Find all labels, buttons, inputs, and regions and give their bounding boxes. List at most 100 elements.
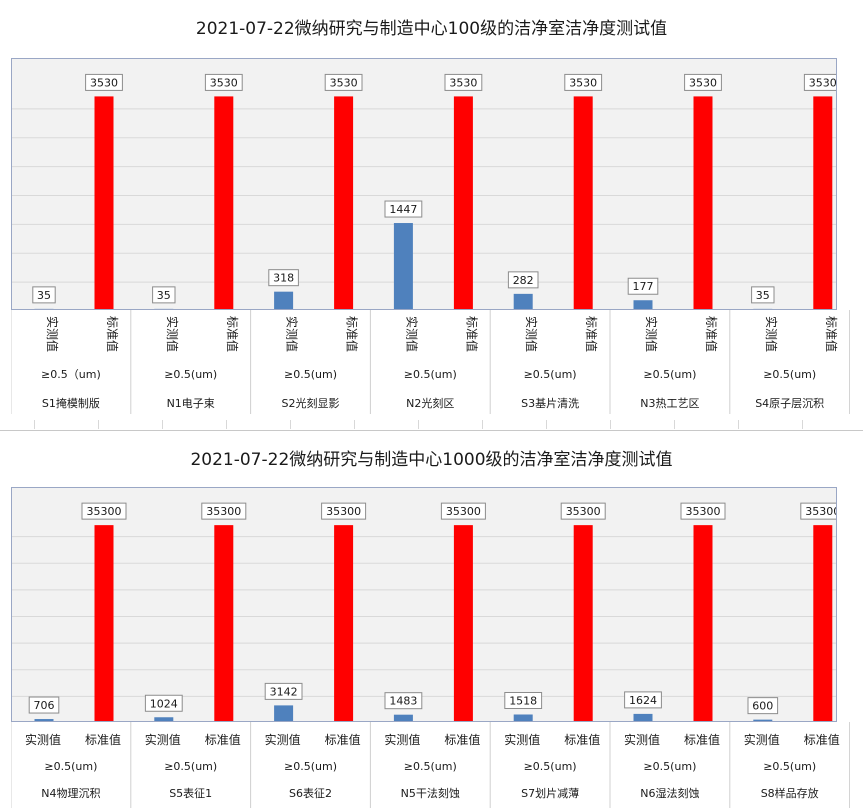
chart-1-data-label-measured-4: 1447: [384, 200, 423, 218]
chart-1-data-label-measured-1: 35: [32, 286, 56, 304]
chart-1-title: 2021-07-22微纳研究与制造中心100级的洁净室洁净度测试值: [195, 19, 668, 39]
chart-1-series-label-measured: 实测值: [165, 316, 180, 352]
chart-2-particle-size-label: ≥0.5(um): [763, 760, 816, 773]
chart-2-bar-measured-6: [633, 713, 653, 721]
svg-text:3530: 3530: [569, 76, 597, 89]
chart-2-bar-measured-3: [274, 705, 294, 721]
svg-text:3530: 3530: [689, 76, 717, 89]
chart-1-data-label-measured-7: 35: [751, 286, 775, 304]
svg-text:318: 318: [273, 272, 294, 285]
svg-text:35300: 35300: [206, 505, 241, 518]
svg-text:3530: 3530: [210, 76, 238, 89]
chart-2-data-label-standard-7: 35300: [800, 502, 837, 520]
chart-2-data-label-standard-4: 35300: [440, 502, 486, 520]
svg-text:1518: 1518: [509, 694, 537, 707]
svg-text:35300: 35300: [326, 505, 361, 518]
chart-1-category-label: N1电子束: [167, 397, 215, 410]
chart-2-category-axis: 实测值 标准值 ≥0.5(um) N4物理沉积 实测值 标准值 ≥0.5(um) S5表征1 实…: [10, 722, 851, 808]
svg-text:35300: 35300: [805, 505, 837, 518]
svg-text:282: 282: [513, 274, 534, 287]
chart-2-data-label-standard-2: 35300: [201, 502, 247, 520]
chart-2-series-label-measured: 实测值: [504, 732, 540, 747]
chart-separator: [0, 430, 863, 431]
svg-text:3530: 3530: [449, 76, 477, 89]
chart-2-data-label-measured-6: 1624: [624, 691, 662, 709]
chart-1-bar-standard-6: [693, 96, 713, 309]
chart-1-series-label-standard: 标准值: [464, 316, 479, 352]
chart-1-series-label-measured: 实测值: [285, 316, 300, 352]
chart-2-category-label: S7划片减薄: [521, 786, 579, 800]
chart-1-category-label: S2光刻显影: [282, 396, 340, 410]
chart-2-data-label-measured-3: 3142: [264, 682, 303, 700]
chart-1-plot-area: 35 3530 35 3530 318 3530 1447 3530 282 3530 177 353…: [11, 58, 837, 310]
chart-2-particle-size-label: ≥0.5(um): [404, 760, 457, 773]
chart-1-series-label-measured: 实测值: [644, 316, 659, 352]
chart-2-category-label: S6表征2: [289, 786, 332, 800]
chart-1-data-label-standard-2: 3530: [204, 73, 243, 91]
chart-2-bar-standard-6: [693, 525, 713, 721]
chart-1-series-label-standard: 标准值: [584, 316, 599, 352]
chart-2-category-label: S5表征1: [169, 786, 212, 800]
chart-1-particle-size-label: ≥0.5(um): [643, 368, 696, 381]
chart-1-data-label-measured-5: 282: [507, 271, 539, 289]
chart-2-series-label-standard: 标准值: [205, 732, 241, 747]
chart-2-data-label-measured-2: 1024: [144, 694, 183, 712]
svg-text:35300: 35300: [446, 505, 481, 518]
svg-text:177: 177: [633, 280, 654, 293]
chart-1-bar-standard-5: [573, 96, 593, 309]
chart-2-series-label-standard: 标准值: [325, 732, 361, 747]
svg-text:35: 35: [37, 289, 51, 302]
chart-2-data-label-measured-5: 1518: [504, 691, 543, 709]
chart-2-category-label: N5干法刻蚀: [401, 786, 460, 800]
svg-text:1624: 1624: [629, 694, 657, 707]
chart-2-bar-measured-1: [34, 719, 54, 721]
sheet-gridline-strip: [0, 420, 863, 429]
chart-2-category-label: N4物理沉积: [41, 786, 100, 800]
chart-2-bar-standard-2: [214, 525, 234, 721]
chart-2-series-label-measured: 实测值: [744, 732, 780, 747]
svg-text:706: 706: [34, 699, 55, 712]
chart-2-series-label-standard: 标准值: [85, 732, 121, 747]
chart-2-data-label-standard-6: 35300: [680, 502, 726, 520]
chart-1-bar-standard-1: [94, 96, 114, 309]
chart-2-particle-size-label: ≥0.5(um): [643, 760, 696, 773]
chart-2-bar-measured-5: [513, 714, 533, 721]
chart-2-particle-size-label: ≥0.5(um): [284, 760, 337, 773]
chart-2-particle-size-label: ≥0.5(um): [164, 760, 217, 773]
chart-2-bar-measured-2: [154, 717, 174, 721]
chart-2-data-label-measured-7: 600: [747, 697, 779, 715]
svg-text:3530: 3530: [90, 76, 118, 89]
chart-2-data-label-standard-5: 35300: [560, 502, 606, 520]
chart-2-series-label-standard: 标准值: [444, 732, 480, 747]
chart-1-category-label: S1掩模制版: [42, 396, 100, 410]
svg-text:35300: 35300: [566, 505, 601, 518]
chart-1-data-label-measured-2: 35: [152, 286, 176, 304]
chart-2-category-label: N6湿法刻蚀: [640, 786, 699, 800]
chart-1-series-label-standard: 标准值: [824, 316, 839, 352]
chart-1-bar-standard-3: [334, 96, 354, 309]
svg-text:35: 35: [157, 289, 171, 302]
svg-text:35300: 35300: [87, 505, 122, 518]
chart-2-series-label-measured: 实测值: [265, 732, 301, 747]
svg-text:1483: 1483: [389, 695, 417, 708]
svg-text:1024: 1024: [150, 697, 178, 710]
chart-1-particle-size-label: ≥0.5(um): [524, 368, 577, 381]
chart-1-data-label-standard-4: 3530: [444, 73, 483, 91]
chart-2-bar-standard-7: [813, 525, 833, 721]
chart-1-category-axis: 实测值 标准值 ≥0.5（um) S1掩模制版 实测值 标准值 ≥0.5(um) N1电子束 实…: [10, 310, 851, 414]
chart-2-bar-standard-5: [573, 525, 593, 721]
chart-2-series-label-measured: 实测值: [624, 732, 660, 747]
chart-1-particle-size-label: ≥0.5(um): [763, 368, 816, 381]
svg-text:3530: 3530: [330, 76, 358, 89]
svg-text:3530: 3530: [809, 76, 837, 89]
chart-1-category-label: N2光刻区: [406, 396, 454, 410]
chart-1-data-label-standard-3: 3530: [324, 73, 363, 91]
chart-1-series-label-measured: 实测值: [404, 316, 419, 352]
chart-1-bar-measured-1: [34, 308, 54, 309]
chart-1-data-label-standard-6: 3530: [684, 73, 722, 91]
chart-2-data-label-standard-1: 35300: [81, 502, 127, 520]
chart-1-bar-measured-2: [154, 308, 174, 309]
chart-1-particle-size-label: ≥0.5(um): [404, 368, 457, 381]
chart-1-series-label-standard: 标准值: [105, 316, 120, 352]
chart-2-series-label-measured: 实测值: [384, 732, 420, 747]
